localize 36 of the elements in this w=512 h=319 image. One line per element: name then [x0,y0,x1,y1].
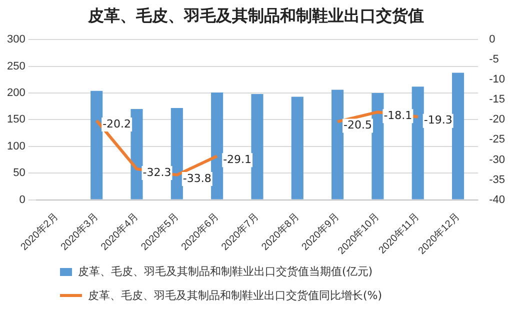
y2-tick-label: -40 [489,194,506,206]
y2-tick-label: -20 [489,114,506,126]
bar [130,109,143,200]
bar [211,92,224,200]
y2-tick-label: -10 [489,74,506,86]
data-label: -18.1 [384,108,412,122]
bar [291,96,304,200]
y-tick-label: 300 [6,34,26,46]
y-tick-label: 0 [19,194,26,206]
chart-title: 皮革、毛皮、羽毛及其制品和制鞋业出口交货值 [86,6,425,27]
data-label: -29.1 [223,152,252,166]
bar [90,90,103,200]
data-label: -20.2 [102,117,132,130]
y-tick-label: 200 [6,87,26,100]
y-tick-label: 50 [13,167,26,180]
bar [251,94,264,200]
bar [332,90,344,200]
y2-tick-label: -15 [489,94,506,106]
data-label: -19.3 [424,114,452,127]
y2-tick-label: -5 [489,54,499,66]
y-tick-label: 150 [6,114,26,126]
bar [412,86,424,200]
legend-label: 皮革、毛皮、羽毛及其制品和制鞋业出口交货值当期值(亿元) [78,264,373,279]
data-label: -32.3 [142,166,172,179]
legend-label: 皮革、毛皮、羽毛及其制品和制鞋业出口交货值同比增长(%) [88,288,382,303]
y2-tick-label: 0 [489,34,496,46]
bar [452,72,464,200]
data-label: -33.8 [182,172,212,185]
y2-tick-label: -35 [489,174,506,186]
y-tick-label: 250 [6,60,26,72]
y2-tick-label: -30 [489,154,506,166]
bar [372,92,384,200]
y2-tick-label: -25 [489,134,506,146]
data-label: -20.5 [344,118,372,132]
y-tick-label: 100 [6,140,26,152]
bar [170,108,183,200]
